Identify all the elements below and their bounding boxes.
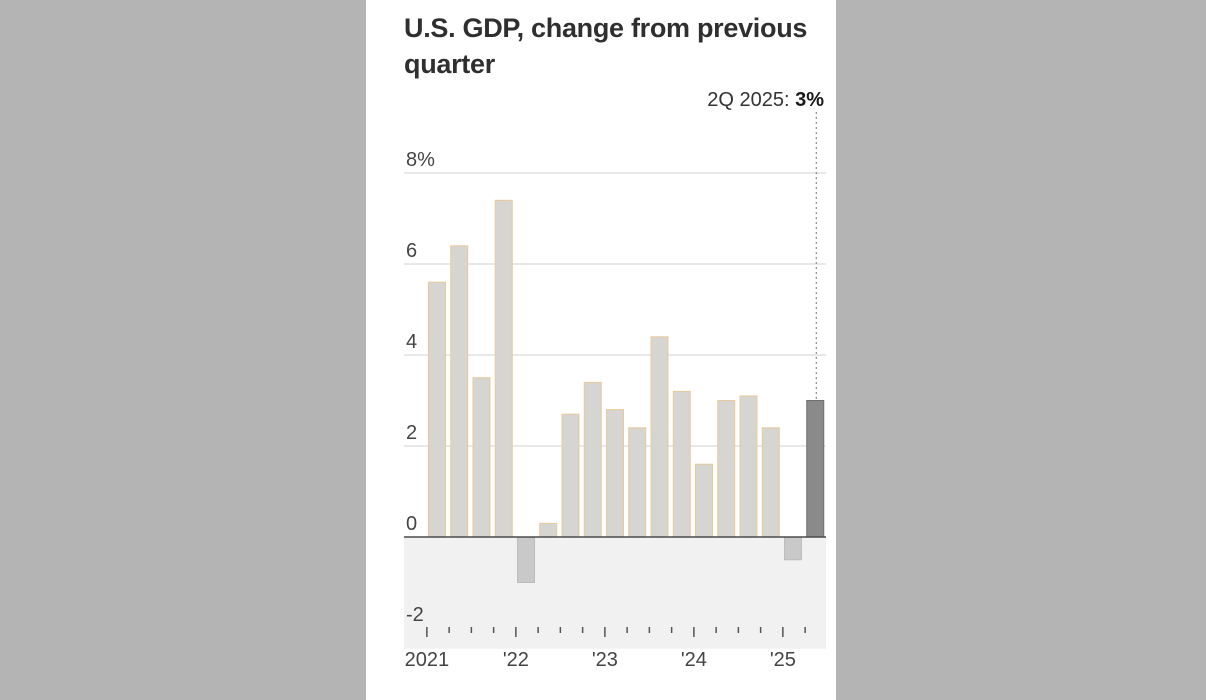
- bar-1q-2022: [517, 536, 535, 583]
- bar-chart: 8% 6 4 2 0 -2 2021 '22 '23 '24 '25 2Q 2025: 3%: [404, 89, 826, 671]
- bar-2q-2022: [539, 522, 558, 538]
- callout-label: 2Q 2025:: [707, 89, 795, 111]
- x-tick-label: '22: [503, 649, 529, 671]
- bar-1q-2025: [784, 536, 802, 561]
- bar-3q-2023: [650, 336, 669, 538]
- bar-1q-2021: [428, 281, 446, 538]
- y-tick-label: 8%: [406, 149, 435, 171]
- y-tick-label: 2: [406, 422, 417, 444]
- y-tick-label: 4: [406, 331, 417, 353]
- bar-4q-2023: [672, 390, 691, 538]
- callout-value: 3%: [795, 89, 824, 111]
- x-tick-label: 2021: [405, 649, 450, 671]
- bar-3q-2021: [472, 377, 491, 538]
- y-tick-label: -2: [406, 604, 424, 626]
- bar-3q-2024: [739, 395, 758, 538]
- bar-2q-2021: [450, 245, 469, 538]
- x-tick-label: '24: [681, 649, 707, 671]
- y-tick-label: 0: [406, 513, 417, 535]
- chart-card: U.S. GDP, change from previous quarter 8…: [366, 0, 836, 700]
- callout-annotation: 2Q 2025: 3%: [707, 89, 824, 111]
- bar-2q-2024: [717, 400, 736, 538]
- y-tick-label: 6: [406, 240, 417, 262]
- bar-1q-2023: [606, 409, 624, 538]
- bar-4q-2024: [761, 427, 780, 538]
- bar-4q-2021: [494, 199, 513, 538]
- negative-zone: [404, 537, 826, 649]
- bar-2q-2025: [806, 400, 825, 538]
- chart-title: U.S. GDP, change from previous quarter: [404, 13, 808, 79]
- x-tick-label: '25: [770, 649, 796, 671]
- x-tick-label: '23: [592, 649, 618, 671]
- bar-4q-2022: [583, 381, 602, 538]
- bar-3q-2022: [561, 413, 580, 538]
- bar-1q-2024: [695, 463, 713, 538]
- bar-2q-2023: [628, 427, 647, 538]
